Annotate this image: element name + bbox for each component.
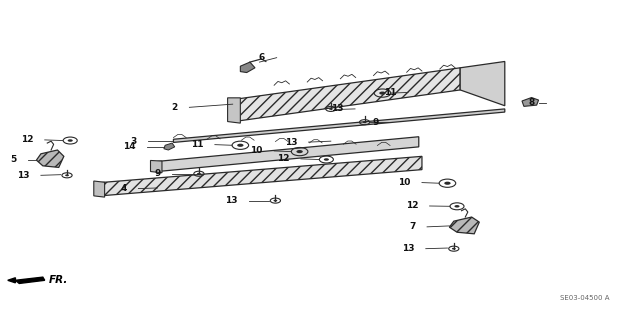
Text: 14: 14 xyxy=(123,142,135,151)
Text: 12: 12 xyxy=(20,135,33,145)
Text: 8: 8 xyxy=(529,98,535,107)
Text: 7: 7 xyxy=(409,222,415,231)
Circle shape xyxy=(197,173,201,175)
Text: 4: 4 xyxy=(120,184,127,193)
Text: 10: 10 xyxy=(250,146,262,155)
Polygon shape xyxy=(94,181,104,197)
Text: FR.: FR. xyxy=(49,275,68,285)
Polygon shape xyxy=(36,150,64,167)
Circle shape xyxy=(65,174,69,176)
Polygon shape xyxy=(449,217,479,234)
Text: 13: 13 xyxy=(225,196,237,205)
Circle shape xyxy=(444,182,451,185)
Circle shape xyxy=(363,121,367,123)
Polygon shape xyxy=(15,277,45,284)
Text: 3: 3 xyxy=(130,137,136,146)
Text: 13: 13 xyxy=(285,137,297,147)
Text: SE03-04500 A: SE03-04500 A xyxy=(560,295,609,301)
Text: 13: 13 xyxy=(331,104,344,113)
Text: 11: 11 xyxy=(384,88,396,97)
Polygon shape xyxy=(522,98,539,106)
Polygon shape xyxy=(241,62,255,72)
Circle shape xyxy=(329,108,333,110)
Circle shape xyxy=(454,205,460,208)
Text: 13: 13 xyxy=(17,171,29,180)
Polygon shape xyxy=(157,137,419,172)
Polygon shape xyxy=(173,109,505,142)
Text: 12: 12 xyxy=(406,202,418,211)
Polygon shape xyxy=(8,278,15,283)
Circle shape xyxy=(273,200,277,202)
Circle shape xyxy=(237,144,244,147)
Text: 12: 12 xyxy=(277,154,289,163)
Text: 9: 9 xyxy=(372,118,379,127)
Polygon shape xyxy=(228,98,241,123)
Circle shape xyxy=(296,150,303,153)
Polygon shape xyxy=(164,143,175,150)
Circle shape xyxy=(452,248,456,250)
Text: 10: 10 xyxy=(398,178,410,187)
Polygon shape xyxy=(234,68,460,122)
Polygon shape xyxy=(150,160,162,173)
Text: 9: 9 xyxy=(154,169,161,178)
Polygon shape xyxy=(460,62,505,106)
Text: 11: 11 xyxy=(191,140,204,149)
Circle shape xyxy=(324,158,329,161)
Text: 6: 6 xyxy=(259,53,265,62)
Circle shape xyxy=(68,139,73,142)
Text: 13: 13 xyxy=(402,244,414,253)
Circle shape xyxy=(380,92,386,95)
Text: 5: 5 xyxy=(10,155,17,164)
Polygon shape xyxy=(100,156,422,196)
Text: 2: 2 xyxy=(172,103,178,112)
